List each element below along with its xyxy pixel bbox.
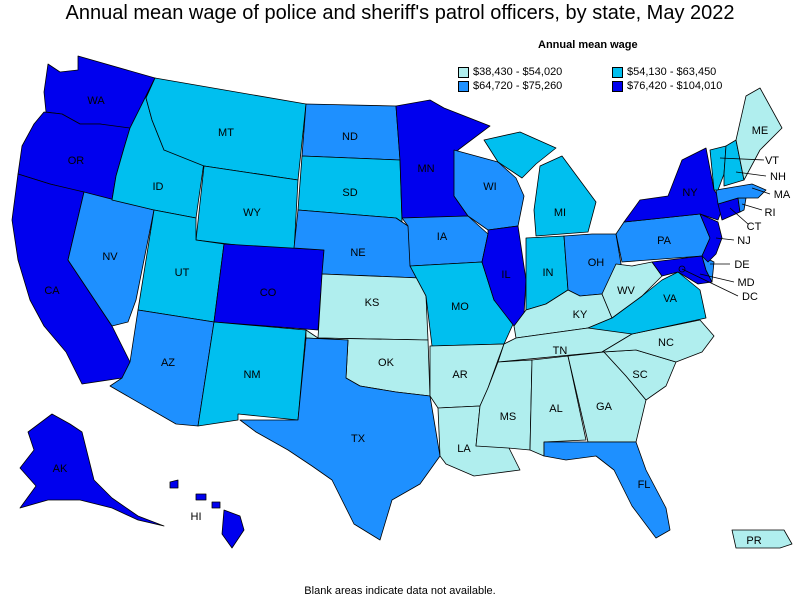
label-DE: DE [734, 259, 749, 271]
label-MD: MD [737, 277, 754, 289]
label-WA: WA [87, 95, 105, 107]
leader-line-ct [729, 207, 749, 225]
label-NH: NH [770, 171, 786, 183]
state-MI[interactable] [483, 131, 597, 237]
label-NE: NE [350, 247, 365, 259]
label-MN: MN [417, 163, 434, 175]
label-FL: FL [638, 479, 651, 491]
label-HI: HI [191, 511, 202, 523]
label-PR: PR [746, 535, 761, 547]
label-KS: KS [365, 297, 380, 309]
label-NY: NY [682, 187, 698, 199]
label-VT: VT [765, 155, 779, 167]
label-KY: KY [573, 309, 588, 321]
label-VA: VA [663, 293, 678, 305]
legend-item-tier-1: $38,430 - $54,020 [458, 66, 562, 78]
label-NJ: NJ [737, 235, 750, 247]
state-PR[interactable] [731, 529, 793, 549]
leader-line-ri [741, 203, 763, 211]
label-OK: OK [378, 357, 395, 369]
leader-line-md [699, 273, 735, 283]
label-WV: WV [617, 285, 635, 297]
label-TN: TN [553, 345, 568, 357]
label-WI: WI [483, 181, 496, 193]
state-NH[interactable] [723, 139, 745, 187]
label-NV: NV [102, 251, 118, 263]
label-MA: MA [774, 189, 791, 201]
label-NM: NM [243, 369, 260, 381]
state-TX[interactable] [239, 337, 441, 541]
footer-note: Blank areas indicate data not available. [304, 585, 496, 597]
label-WY: WY [243, 207, 261, 219]
label-MS: MS [500, 411, 517, 423]
state-CO[interactable] [213, 243, 325, 331]
legend-swatch [458, 80, 469, 92]
legend-label: $54,130 - $63,450 [627, 66, 717, 78]
legend-swatch [458, 66, 469, 78]
label-DC: DC [742, 291, 758, 303]
label-CT: CT [747, 221, 762, 233]
label-NC: NC [658, 337, 674, 349]
legend-label: $38,430 - $54,020 [473, 66, 563, 78]
state-ME[interactable] [735, 87, 783, 181]
legend-swatch [612, 66, 623, 78]
state-FL[interactable] [543, 441, 671, 539]
legend-item-tier-4: $76,420 - $104,010 [612, 80, 722, 92]
label-AL: AL [549, 403, 562, 415]
leader-line-nj [715, 237, 735, 241]
label-OR: OR [68, 155, 85, 167]
leader-line-ma [751, 187, 771, 195]
label-OH: OH [588, 257, 605, 269]
state-KS[interactable] [317, 273, 429, 341]
label-UT: UT [175, 267, 190, 279]
label-GA: GA [596, 401, 613, 413]
legend-label: $76,420 - $104,010 [627, 80, 723, 92]
legend-label: $64,720 - $75,260 [473, 80, 563, 92]
label-IN: IN [543, 267, 554, 279]
label-TX: TX [351, 433, 366, 445]
legend-item-tier-2: $54,130 - $63,450 [612, 66, 716, 78]
label-AR: AR [452, 369, 467, 381]
leader-line-dc [681, 268, 739, 297]
label-AK: AK [53, 463, 68, 475]
legend-title: Annual mean wage [538, 39, 638, 51]
label-MI: MI [554, 207, 566, 219]
state-NY[interactable] [623, 147, 725, 223]
leader-line-nh [735, 171, 767, 177]
label-IL: IL [501, 269, 510, 281]
state-NJ[interactable] [699, 213, 723, 263]
label-RI: RI [765, 207, 776, 219]
label-AZ: AZ [161, 357, 175, 369]
label-ND: ND [342, 131, 358, 143]
state-MA[interactable] [715, 183, 767, 205]
leader-line-vt [719, 157, 765, 161]
map-title: Annual mean wage of police and sheriff's… [65, 2, 735, 24]
state-HI[interactable] [169, 479, 245, 549]
label-SC: SC [632, 369, 647, 381]
state-AK[interactable] [19, 413, 165, 527]
label-SD: SD [342, 187, 357, 199]
label-MT: MT [218, 127, 234, 139]
label-PA: PA [657, 235, 672, 247]
legend-swatch [612, 80, 623, 92]
label-LA: LA [457, 443, 471, 455]
label-ME: ME [752, 125, 769, 137]
label-IA: IA [437, 231, 448, 243]
label-CO: CO [260, 287, 277, 299]
label-CA: CA [44, 285, 60, 297]
label-MO: MO [451, 301, 469, 313]
legend-item-tier-3: $64,720 - $75,260 [458, 80, 562, 92]
state-VT[interactable] [709, 145, 727, 191]
label-ID: ID [153, 181, 164, 193]
